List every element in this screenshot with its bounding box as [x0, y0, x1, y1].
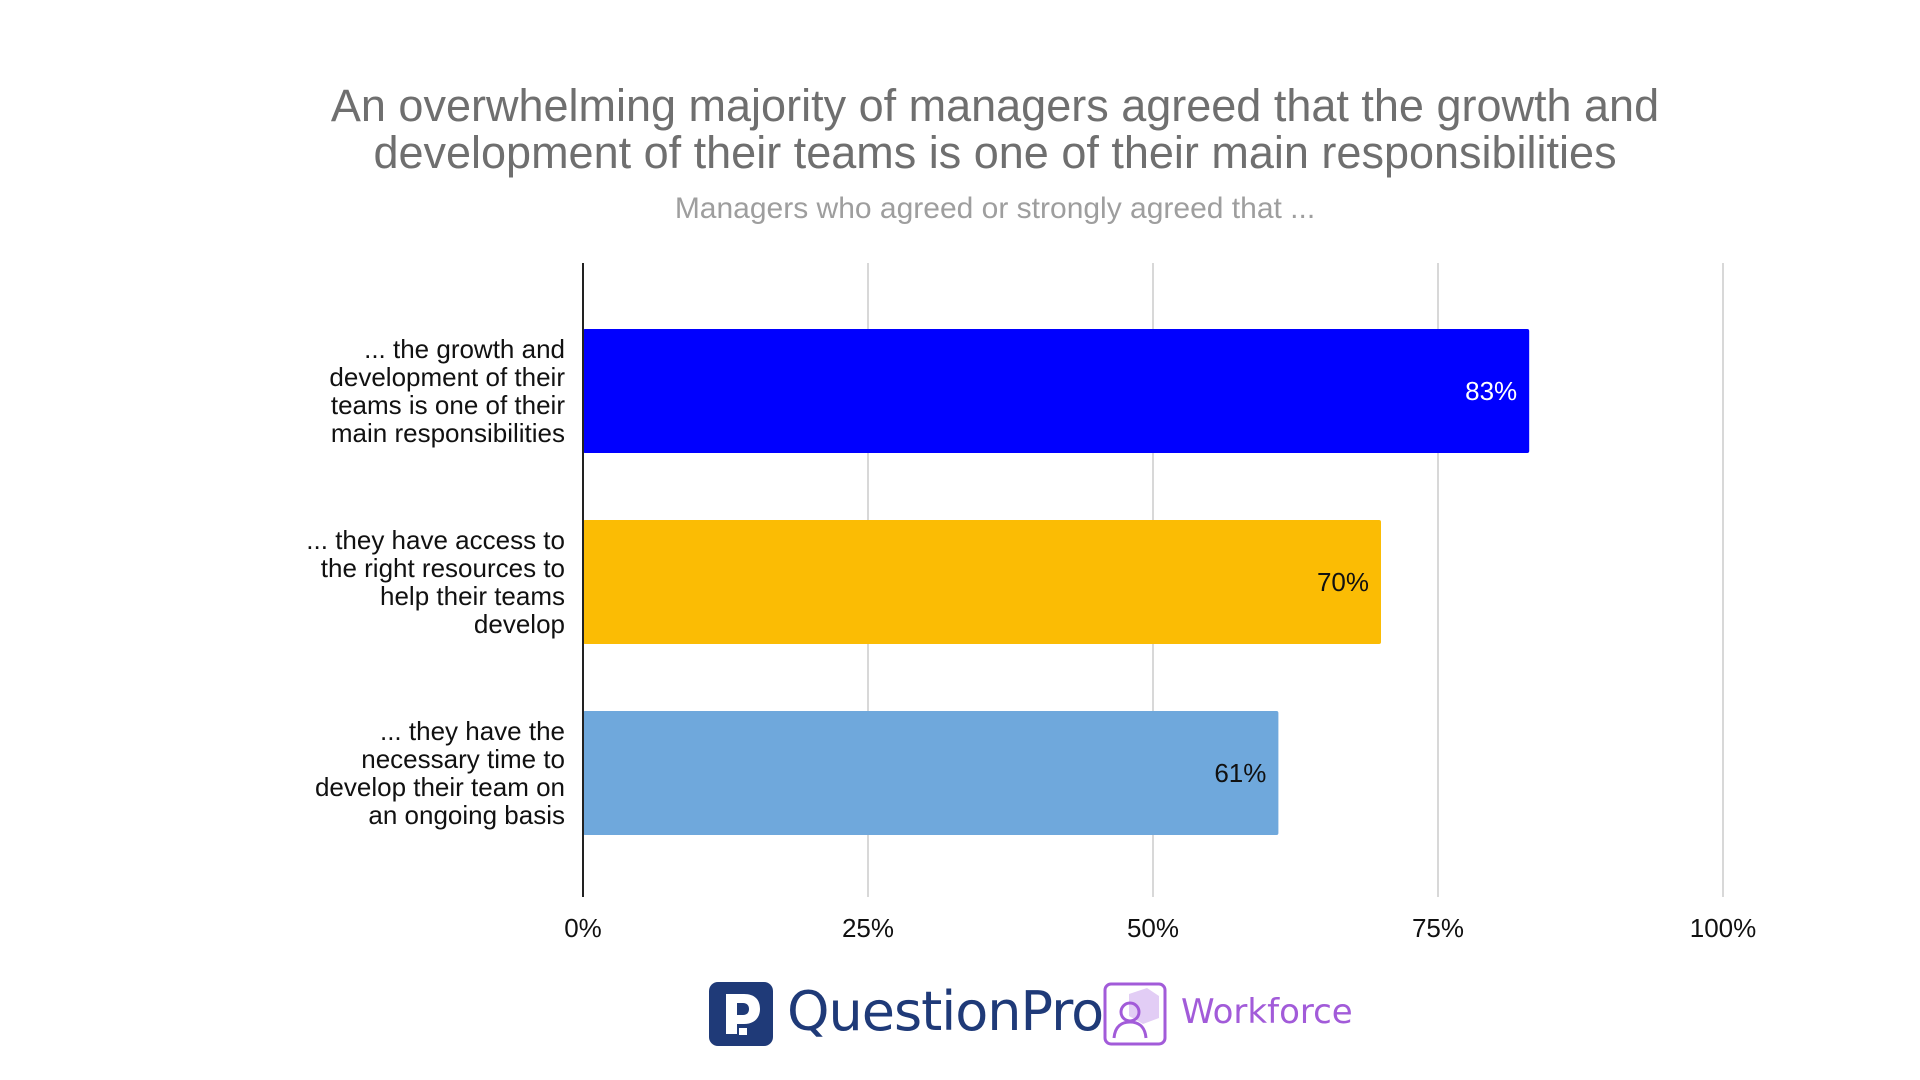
category-label-line: develop their team on — [314, 772, 565, 802]
category-label-line: development of their — [329, 362, 565, 392]
bar-0 — [583, 329, 1530, 453]
chart-title-line-1: An overwhelming majority of managers agr… — [330, 80, 1660, 131]
category-label-line: ... the growth and — [364, 334, 565, 364]
x-tick-label-100: 100% — [1690, 913, 1757, 943]
bar-1 — [583, 520, 1381, 644]
category-label-line: teams is one of their — [330, 390, 565, 420]
category-label-line: the right resources to — [320, 553, 565, 583]
category-label-necessary-time: ... they have the necessary time to deve… — [180, 717, 565, 829]
data-label-2: 61% — [1214, 758, 1266, 788]
x-tick-label-25: 25% — [842, 913, 894, 943]
chart-title-line-2: development of their teams is one of the… — [373, 127, 1617, 178]
category-label-line: an ongoing basis — [368, 800, 565, 830]
category-label-growth-responsibility: ... the growth and development of their … — [180, 335, 565, 447]
chart-subtitle: Managers who agreed or strongly agreed t… — [674, 192, 1316, 225]
category-label-line: main responsibilities — [330, 418, 565, 448]
category-label-line: develop — [473, 609, 565, 639]
chart-title: An overwhelming majority of managers agr… — [0, 82, 1920, 176]
x-tick-label-50: 50% — [1127, 913, 1179, 943]
data-label-0: 83% — [1465, 376, 1517, 406]
footer-logos: QuestionPro Workforce — [0, 975, 1920, 1055]
workforce-logo-icon — [1103, 982, 1167, 1046]
category-label-line: ... they have the — [379, 716, 565, 746]
category-label-line: ... they have access to — [306, 525, 565, 555]
questionpro-logo-text: QuestionPro — [787, 980, 1104, 1043]
data-label-1: 70% — [1317, 567, 1369, 597]
bar-chart: 83% 70% 61% 0% 25% 50% 75% 100% — [564, 263, 1757, 943]
workforce-logo-text: Workforce — [1181, 992, 1353, 1032]
category-label-line: help their teams — [380, 581, 565, 611]
questionpro-logo-icon — [709, 982, 773, 1046]
x-tick-label-0: 0% — [564, 913, 602, 943]
category-label-right-resources: ... they have access to the right resour… — [180, 526, 565, 638]
bar-2 — [583, 711, 1279, 835]
x-tick-label-75: 75% — [1412, 913, 1464, 943]
category-label-line: necessary time to — [361, 744, 565, 774]
